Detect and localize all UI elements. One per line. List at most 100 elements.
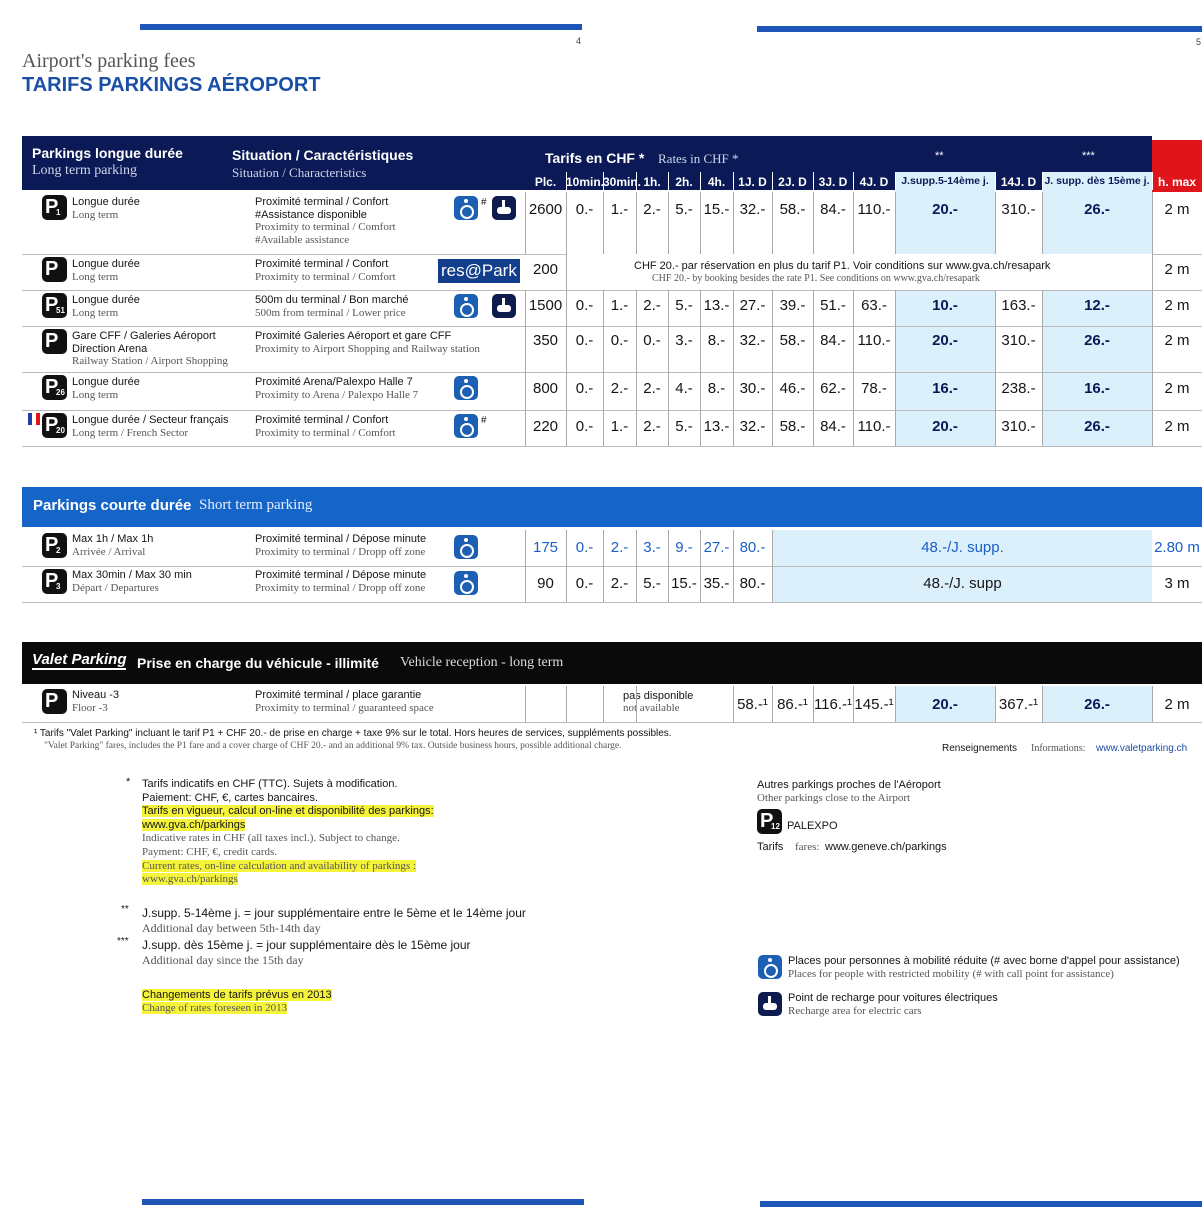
line: Proximity to terminal / guaranteed space xyxy=(255,701,434,714)
highlight-col xyxy=(1042,686,1152,722)
cell: 14J. D xyxy=(1000,175,1037,189)
heading: Tarifs en CHF * xyxy=(545,150,645,166)
sign-letter: P xyxy=(45,196,59,218)
cell: 310.- xyxy=(1001,332,1036,349)
cell: 110.- xyxy=(857,332,891,349)
parking-sign xyxy=(42,375,67,400)
cell-divider xyxy=(1042,686,1043,722)
cell: 1500 xyxy=(528,297,563,314)
cell: 3J. D xyxy=(818,175,848,189)
cell: 27.- xyxy=(739,297,766,314)
row-divider xyxy=(22,446,1202,447)
footnote: Tarifs en vigueur, calcul on-line et dis… xyxy=(142,805,434,818)
icon-wheel xyxy=(460,303,474,317)
cell-divider xyxy=(853,290,854,326)
footnote: Tarifs indicatifs en CHF (TTC). Sujets à… xyxy=(142,778,398,790)
cell: 26.- xyxy=(1084,696,1110,713)
cell-divider xyxy=(895,290,896,326)
col-divider xyxy=(995,172,996,190)
cell: 2 m xyxy=(1164,696,1190,713)
cell-divider xyxy=(853,326,854,372)
cell-divider xyxy=(1152,254,1153,290)
legend-text: Recharge area for electric cars xyxy=(788,1005,922,1017)
info: Renseignements xyxy=(942,743,1018,754)
row-divider xyxy=(22,722,1202,723)
footnote: www.gva.ch/parkings xyxy=(142,873,238,886)
cell: 9.- xyxy=(675,539,693,556)
parking-sign xyxy=(42,413,67,438)
cell: 15.- xyxy=(703,201,730,218)
icon-plug xyxy=(502,298,505,305)
icon-wheel xyxy=(460,544,474,558)
bottom-bar xyxy=(760,1201,1202,1207)
short-header xyxy=(22,487,1202,527)
cell: 0.- xyxy=(575,539,594,556)
line: Départ / Departures xyxy=(72,581,159,594)
cell-divider xyxy=(1042,192,1043,254)
icon-car xyxy=(497,305,511,312)
cell-divider xyxy=(603,410,604,446)
cell-divider xyxy=(733,566,734,602)
cell: 5.- xyxy=(675,297,693,314)
sign-number: 2 xyxy=(56,546,61,555)
cell: 4h. xyxy=(707,175,726,189)
line: Long term xyxy=(72,388,119,401)
cell: 26.- xyxy=(1084,332,1110,349)
note-bg xyxy=(566,254,1152,290)
sign-letter: P xyxy=(760,810,774,832)
legend-text: Point de recharge pour voitures électriq… xyxy=(788,992,998,1004)
line: #Available assistance xyxy=(255,233,350,246)
cell-divider xyxy=(566,192,567,254)
cell-divider xyxy=(636,290,637,326)
cell-divider xyxy=(603,530,604,566)
heading-en: Vehicle reception - long term xyxy=(400,655,564,670)
col-divider xyxy=(603,172,604,190)
cell: 0.- xyxy=(575,297,594,314)
cell: 2.- xyxy=(643,380,661,397)
cell-divider xyxy=(772,326,773,372)
cell: 48.-/J. supp xyxy=(923,575,1002,592)
icon-wheel xyxy=(764,964,778,978)
star: *** xyxy=(117,936,129,947)
line: 500m from terminal / Lower price xyxy=(255,306,406,319)
cell: 63.- xyxy=(861,297,887,314)
cell-divider xyxy=(566,686,567,722)
cell: 220 xyxy=(532,418,559,435)
sign-letter: P xyxy=(45,330,59,352)
line: Proximity to Arena / Palexpo Halle 7 xyxy=(255,388,419,401)
line: Proximity to terminal / Comfort xyxy=(255,426,396,439)
cell-divider xyxy=(733,290,734,326)
cell: Plc. xyxy=(534,175,557,189)
cell: 116.-¹ xyxy=(813,696,853,713)
cell: 0.- xyxy=(643,332,661,349)
parking-sign xyxy=(42,329,67,354)
cell-divider xyxy=(1152,192,1153,254)
cell-divider xyxy=(525,410,526,446)
other-title: Autres parkings proches de l'Aéroport xyxy=(757,779,941,791)
cell-divider xyxy=(566,290,567,326)
cell: 1.- xyxy=(610,418,629,435)
highlight-col xyxy=(895,172,995,446)
parking-sign xyxy=(42,569,67,594)
cell-divider xyxy=(995,372,996,410)
footnote: Additional day since the 15th day xyxy=(142,953,304,967)
line: Proximité terminal / Confort xyxy=(255,414,389,426)
cell-divider xyxy=(700,290,701,326)
cell-divider xyxy=(566,254,567,290)
cell: 13.- xyxy=(703,418,730,435)
cell-divider xyxy=(772,372,773,410)
fares: fares: xyxy=(795,841,820,853)
line: Direction Arena xyxy=(72,342,148,355)
cell: 32.- xyxy=(739,201,766,218)
cell: 110.- xyxy=(857,418,891,435)
parking-sign xyxy=(42,689,67,714)
cell: 175 xyxy=(532,539,559,556)
line: Long term / French Sector xyxy=(72,426,189,439)
line: Longue durée xyxy=(72,376,140,388)
page-number: 4 xyxy=(576,36,582,46)
cell: 238.- xyxy=(1001,380,1036,397)
cell: 51.- xyxy=(820,297,846,314)
cell-divider xyxy=(772,566,773,602)
line: Floor -3 xyxy=(72,701,108,714)
